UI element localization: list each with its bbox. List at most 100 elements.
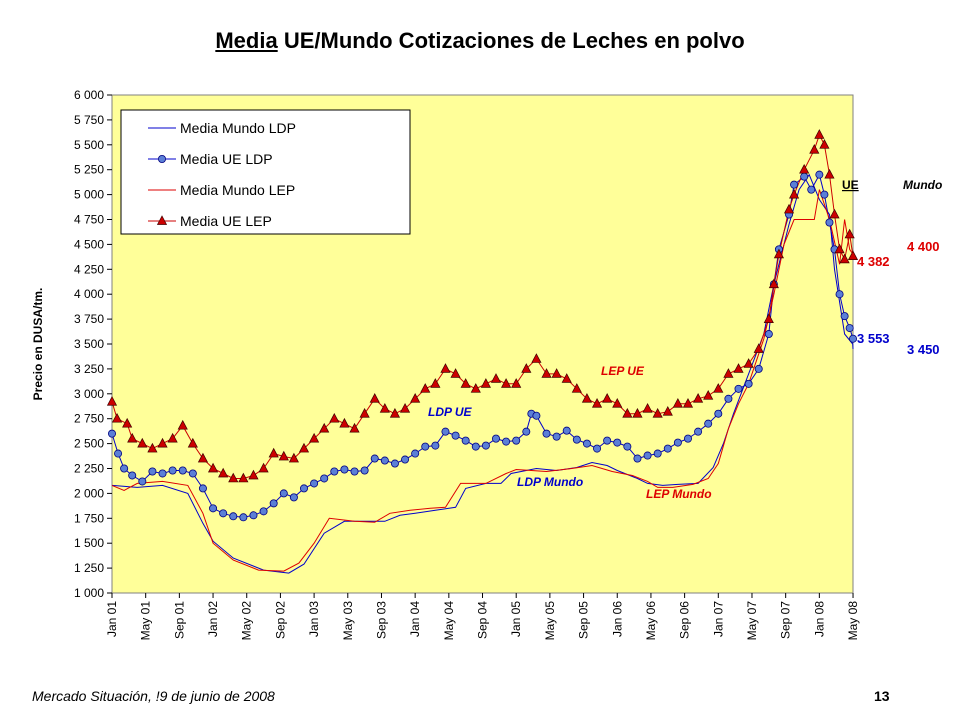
- y-axis-label: Precio en DUSA/tm.: [31, 288, 45, 401]
- point-ue-lep-17: [268, 447, 279, 458]
- x-tick-label: May 01: [139, 601, 153, 641]
- point-ue-lep-56: [662, 405, 673, 416]
- point-ue-ldp-legend-1: [157, 154, 166, 163]
- page-number: 13: [874, 688, 890, 704]
- point-ue-lep-73: [814, 129, 825, 139]
- point-ue-ldp-37: [471, 442, 480, 451]
- point-ue-ldp-26: [360, 466, 369, 475]
- x-tick-label: Sep 01: [172, 601, 186, 639]
- x-tick-label: Jan 05: [509, 601, 523, 637]
- point-ue-ldp-65: [744, 379, 753, 388]
- point-ue-lep-70: [789, 188, 800, 199]
- point-ue-ldp-17: [269, 499, 278, 508]
- point-ue-lep-27: [369, 393, 380, 403]
- point-ue-lep-67: [768, 278, 779, 289]
- annotation-ue-lep-value: 4 382: [857, 254, 890, 269]
- x-tick-label: May 06: [644, 601, 658, 641]
- annotation-col-mundo: Mundo: [903, 178, 942, 192]
- legend-label-0: Media Mundo LDP: [180, 120, 296, 136]
- point-ue-ldp-60: [694, 427, 703, 436]
- point-ue-lep-21: [309, 432, 320, 443]
- chart-title: Media UE/Mundo Cotizaciones de Leches en…: [0, 28, 960, 54]
- point-ue-lep-26: [359, 407, 370, 418]
- line-mundo-lep: [111, 189, 854, 572]
- y-tick-label: 5 250: [74, 163, 104, 177]
- point-ue-ldp-29: [390, 459, 399, 468]
- point-ue-ldp-50: [593, 444, 602, 453]
- point-ue-ldp-49: [582, 439, 591, 448]
- annotation-lep-ue: LEP UE: [601, 364, 645, 378]
- point-ue-ldp-57: [663, 444, 672, 453]
- point-ue-ldp-19: [289, 493, 298, 502]
- legend-label-3: Media UE LEP: [180, 213, 272, 229]
- point-ue-lep-62: [723, 368, 734, 378]
- x-tick-label: Sep 07: [779, 601, 793, 639]
- point-ue-ldp-71: [790, 180, 799, 189]
- y-tick-label: 3 750: [74, 312, 104, 326]
- point-ue-lep-68: [773, 248, 785, 259]
- x-tick-label: May 04: [442, 601, 456, 641]
- point-ue-ldp-74: [815, 170, 824, 179]
- point-ue-ldp-11: [209, 504, 218, 513]
- point-ue-ldp-61: [704, 419, 713, 428]
- point-ue-ldp-36: [461, 436, 470, 445]
- point-ue-lep-77: [834, 243, 845, 254]
- point-ue-ldp-1: [114, 449, 123, 458]
- point-ue-ldp-35: [451, 431, 460, 440]
- x-tick-label: Jan 08: [812, 601, 826, 637]
- point-ue-lep-11: [207, 462, 219, 473]
- point-ue-lep-19: [288, 452, 299, 463]
- chart-title-underlined: Media: [215, 28, 278, 53]
- point-ue-ldp-59: [683, 434, 692, 443]
- point-ue-lep-0: [106, 396, 118, 406]
- point-ue-ldp-34: [441, 427, 450, 436]
- point-ue-lep-74: [819, 139, 830, 149]
- point-ue-lep-2: [122, 417, 133, 428]
- point-ue-ldp-76: [825, 218, 834, 227]
- point-ue-lep-45: [551, 368, 562, 378]
- point-ue-ldp-13: [229, 512, 238, 521]
- y-tick-label: 1 250: [74, 561, 104, 575]
- point-ue-lep-69: [783, 203, 795, 214]
- point-ue-ldp-79: [840, 312, 849, 321]
- x-tick-label: Sep 04: [476, 601, 490, 639]
- y-tick-label: 4 250: [74, 262, 104, 276]
- x-tick-label: May 02: [240, 601, 254, 641]
- point-ue-lep-57: [672, 398, 683, 408]
- y-tick-label: 3 000: [74, 387, 104, 401]
- point-ue-lep-32: [420, 383, 431, 393]
- point-ue-lep-38: [480, 378, 491, 388]
- point-ue-lep-65: [753, 343, 764, 353]
- y-tick-label: 5 750: [74, 113, 104, 127]
- point-ue-ldp-47: [562, 426, 571, 435]
- y-tick-label: 3 250: [74, 362, 104, 376]
- point-ue-lep-22: [319, 422, 330, 433]
- point-ue-lep-40: [501, 378, 512, 388]
- point-ue-lep-30: [399, 402, 411, 413]
- point-ue-lep-29: [389, 407, 401, 418]
- point-ue-lep-60: [703, 390, 714, 400]
- point-ue-lep-7: [167, 432, 178, 443]
- x-tick-label: May 08: [846, 601, 860, 641]
- point-ue-lep-13: [228, 472, 239, 483]
- point-ue-ldp-6: [158, 469, 167, 478]
- point-ue-ldp-56: [653, 449, 662, 458]
- point-ue-lep-78: [839, 253, 850, 264]
- point-ue-ldp-66: [754, 364, 763, 373]
- line-ue-ldp: [111, 173, 854, 518]
- point-ue-ldp-7: [168, 466, 177, 475]
- x-tick-label: Sep 06: [678, 601, 692, 639]
- point-ue-ldp-55: [643, 451, 652, 460]
- point-ue-ldp-31: [411, 449, 420, 458]
- point-ue-ldp-18: [279, 489, 288, 498]
- point-ue-lep-18: [278, 450, 289, 461]
- point-ue-lep-25: [349, 422, 360, 433]
- y-tick-label: 4 000: [74, 287, 104, 301]
- x-tick-label: Jan 07: [711, 601, 725, 637]
- x-tick-label: May 03: [341, 601, 355, 641]
- point-ue-ldp-8: [178, 466, 187, 475]
- point-ue-ldp-42: [522, 427, 531, 436]
- point-ue-ldp-32: [421, 442, 430, 451]
- point-ue-ldp-14: [239, 513, 248, 522]
